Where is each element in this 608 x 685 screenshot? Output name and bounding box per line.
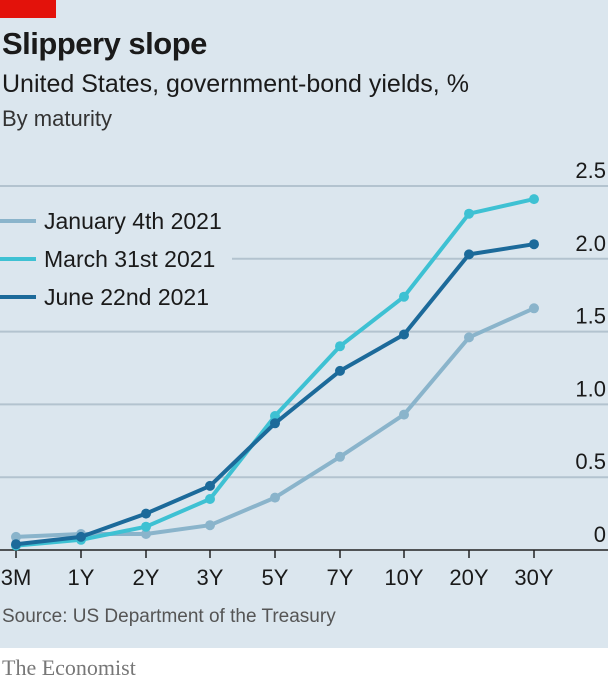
- data-point: [464, 249, 474, 260]
- chart-subtitle: United States, government-bond yields, %: [2, 70, 469, 98]
- data-point: [11, 539, 21, 550]
- data-point: [141, 521, 151, 532]
- data-point: [335, 365, 345, 376]
- data-point: [529, 239, 539, 250]
- data-point: [399, 409, 409, 420]
- yield-chart: 0 0.5 1.0 1.5 2.0 2.5 3M 1Y 2Y 3Y 5Y 7Y 10Y 20Y 30Y Jan…: [0, 158, 608, 590]
- legend-label: March 31st 2021: [44, 246, 215, 272]
- data-point: [141, 508, 151, 519]
- data-point: [399, 329, 409, 340]
- data-point: [270, 418, 280, 429]
- y-tick-label: 1.5: [575, 304, 606, 329]
- data-point: [141, 529, 151, 539]
- legend-background: [0, 196, 232, 318]
- x-tick-label: 3Y: [197, 565, 224, 590]
- chart-subsubtitle: By maturity: [2, 106, 113, 131]
- data-point: [76, 531, 86, 542]
- x-tick-label: 7Y: [327, 565, 354, 590]
- y-tick-label: 1.0: [575, 376, 606, 401]
- y-tick-label: 2.5: [575, 158, 606, 183]
- legend-label: June 22nd 2021: [44, 284, 209, 310]
- legend-label: January 4th 2021: [44, 208, 222, 234]
- source-note: Source: US Department of the Treasury: [2, 606, 336, 627]
- x-tick-label: 30Y: [514, 565, 553, 590]
- data-point: [529, 303, 539, 314]
- data-point: [335, 341, 345, 352]
- y-tick-label: 0: [594, 522, 606, 547]
- data-point: [399, 291, 409, 302]
- data-point: [205, 480, 215, 491]
- data-point: [464, 332, 474, 343]
- brand-tag: [0, 0, 56, 18]
- data-point: [205, 494, 215, 504]
- economist-logo: The Economist: [2, 655, 136, 680]
- data-point: [335, 451, 345, 462]
- x-tick-label: 1Y: [68, 565, 95, 590]
- y-tick-label: 0.5: [575, 449, 606, 474]
- data-point: [464, 208, 474, 219]
- data-point: [529, 194, 539, 205]
- data-point: [270, 411, 280, 421]
- x-tick-label: 20Y: [449, 565, 488, 590]
- data-point: [270, 492, 280, 503]
- x-tick-label: 5Y: [262, 565, 289, 590]
- x-tick-label: 3M: [1, 565, 32, 590]
- data-point: [205, 520, 215, 531]
- chart-title: Slippery slope: [2, 26, 207, 61]
- data-point: [11, 531, 21, 542]
- chart-card: Slippery slope United States, government…: [0, 0, 608, 648]
- x-tick-label: 2Y: [133, 565, 160, 590]
- x-tick-label: 10Y: [384, 565, 423, 590]
- y-tick-label: 2.0: [575, 231, 606, 256]
